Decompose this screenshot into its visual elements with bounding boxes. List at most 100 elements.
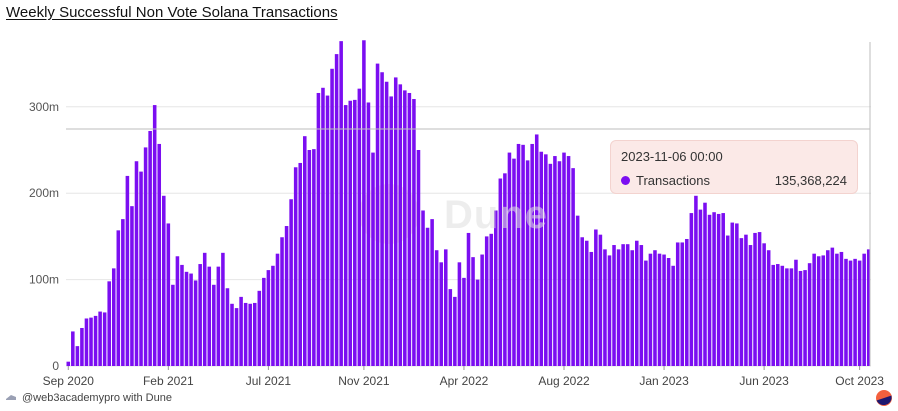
bar[interactable]	[366, 102, 371, 366]
bar[interactable]	[107, 281, 111, 366]
bar[interactable]	[453, 296, 457, 366]
bar[interactable]	[380, 72, 384, 367]
bar[interactable]	[148, 130, 152, 366]
bar[interactable]	[252, 302, 257, 366]
bar[interactable]	[307, 150, 312, 366]
bar[interactable]	[530, 143, 534, 366]
bar[interactable]	[657, 253, 662, 366]
bar[interactable]	[703, 202, 707, 366]
bar[interactable]	[821, 255, 826, 366]
bar[interactable]	[739, 238, 744, 366]
bar[interactable]	[466, 232, 471, 366]
bar[interactable]	[680, 242, 685, 366]
bar[interactable]	[130, 206, 134, 366]
bar[interactable]	[239, 296, 243, 366]
bar[interactable]	[666, 258, 671, 366]
bar[interactable]	[111, 268, 116, 366]
bar[interactable]	[644, 260, 648, 366]
bar[interactable]	[230, 303, 234, 366]
bar[interactable]	[457, 262, 462, 366]
bar[interactable]	[89, 317, 93, 366]
bar[interactable]	[325, 95, 330, 366]
bar[interactable]	[694, 195, 698, 366]
bar[interactable]	[116, 230, 121, 366]
bar[interactable]	[171, 284, 175, 366]
bar[interactable]	[780, 265, 785, 366]
bar[interactable]	[393, 77, 398, 367]
bar[interactable]	[134, 161, 139, 366]
bar[interactable]	[98, 311, 102, 366]
bar[interactable]	[648, 253, 653, 366]
bar[interactable]	[775, 264, 780, 366]
bar[interactable]	[830, 247, 835, 366]
bar[interactable]	[152, 105, 157, 366]
bar[interactable]	[416, 150, 421, 366]
bar[interactable]	[862, 253, 866, 366]
bar[interactable]	[594, 229, 598, 366]
bar[interactable]	[375, 63, 380, 366]
bar[interactable]	[371, 152, 375, 366]
bar[interactable]	[480, 254, 484, 366]
bar[interactable]	[507, 152, 512, 366]
bar[interactable]	[243, 302, 248, 366]
bar[interactable]	[102, 312, 107, 366]
bar[interactable]	[125, 175, 130, 366]
bar[interactable]	[544, 154, 548, 366]
bar[interactable]	[803, 270, 807, 366]
bar[interactable]	[707, 214, 712, 366]
bar[interactable]	[848, 260, 853, 366]
bar[interactable]	[698, 209, 703, 366]
bar[interactable]	[494, 210, 498, 366]
bar[interactable]	[434, 250, 439, 366]
bar[interactable]	[266, 270, 271, 366]
bar[interactable]	[762, 243, 766, 366]
bar[interactable]	[730, 222, 735, 366]
bar[interactable]	[343, 105, 348, 366]
bar[interactable]	[443, 249, 448, 366]
bar[interactable]	[189, 273, 193, 366]
bar[interactable]	[716, 213, 721, 366]
bars[interactable]	[66, 40, 871, 367]
bar[interactable]	[598, 234, 603, 366]
bar[interactable]	[439, 262, 443, 366]
bar[interactable]	[202, 252, 207, 366]
bar[interactable]	[166, 223, 171, 366]
bar[interactable]	[548, 163, 553, 366]
bar[interactable]	[93, 315, 98, 366]
bar[interactable]	[525, 160, 530, 366]
bar[interactable]	[721, 213, 725, 366]
bar[interactable]	[389, 96, 393, 367]
bar[interactable]	[330, 68, 334, 366]
bar[interactable]	[826, 250, 830, 366]
bar[interactable]	[407, 92, 412, 366]
bar[interactable]	[589, 251, 594, 366]
bar[interactable]	[353, 99, 357, 366]
bar[interactable]	[489, 233, 494, 366]
bar[interactable]	[221, 252, 225, 366]
bar[interactable]	[157, 143, 162, 366]
bar[interactable]	[653, 250, 657, 366]
bar[interactable]	[484, 236, 489, 366]
bar[interactable]	[807, 263, 812, 366]
bar[interactable]	[66, 361, 71, 366]
bar[interactable]	[430, 219, 434, 366]
bar[interactable]	[84, 318, 89, 366]
bar[interactable]	[362, 40, 366, 367]
bar[interactable]	[316, 92, 321, 366]
bar[interactable]	[212, 284, 216, 366]
bar[interactable]	[853, 258, 857, 366]
bar[interactable]	[616, 249, 621, 366]
bar[interactable]	[475, 279, 480, 366]
bar[interactable]	[184, 271, 189, 366]
bar[interactable]	[753, 232, 757, 366]
bar[interactable]	[471, 257, 475, 366]
bar[interactable]	[844, 258, 848, 366]
bar[interactable]	[262, 277, 266, 366]
bar[interactable]	[625, 244, 630, 366]
footer-credit[interactable]: @web3academypro with Dune	[6, 392, 172, 404]
bar[interactable]	[412, 99, 416, 367]
bar[interactable]	[607, 255, 612, 366]
bar[interactable]	[785, 268, 789, 366]
bar[interactable]	[757, 232, 762, 366]
bar[interactable]	[289, 199, 293, 366]
